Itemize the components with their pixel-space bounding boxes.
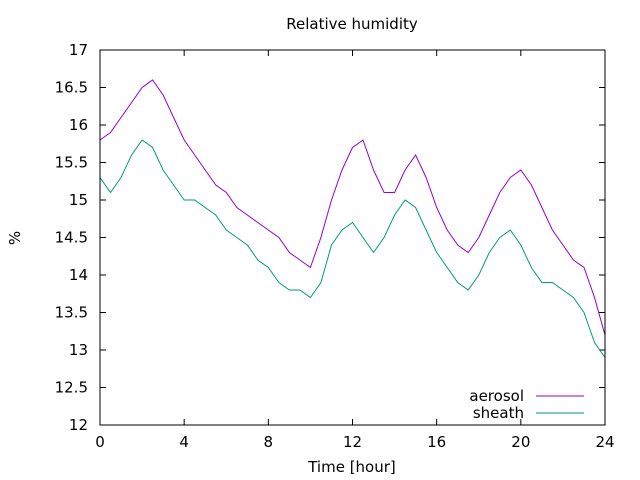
- x-tick-label: 12: [343, 433, 362, 451]
- x-tick-label: 8: [264, 433, 274, 451]
- y-tick-label: 16: [69, 116, 88, 134]
- chart-title: Relative humidity: [286, 15, 418, 33]
- plot-frame: [99, 49, 606, 426]
- y-tick-label: 16.5: [55, 79, 88, 97]
- y-tick-label: 13.5: [55, 304, 88, 322]
- x-tick-label: 20: [511, 433, 530, 451]
- y-tick-label: 12.5: [55, 379, 88, 397]
- y-tick-label: 17: [69, 41, 88, 59]
- y-tick-label: 15.5: [55, 154, 88, 172]
- series-line-sheath: [99, 139, 606, 358]
- y-tick-label: 13: [69, 341, 88, 359]
- x-tick-label: 0: [95, 433, 105, 451]
- data-series: [99, 79, 606, 358]
- x-tick-label: 16: [427, 433, 446, 451]
- legend-label-sheath: sheath: [473, 404, 524, 422]
- axis-ticks: 0 4 8 12 16 20 24 12 12.5 13 13.5 14 14.5 15 15.5 16 16.…: [55, 41, 615, 451]
- y-axis-label: %: [6, 231, 24, 245]
- x-tick-label: 4: [179, 433, 189, 451]
- y-tick-label: 12: [69, 416, 88, 434]
- series-line-aerosol: [99, 79, 606, 336]
- y-tick-label: 14: [69, 266, 88, 284]
- x-tick-label: 24: [595, 433, 614, 451]
- legend-label-aerosol: aerosol: [469, 387, 524, 405]
- y-tick-label: 15: [69, 191, 88, 209]
- y-tick-label: 14.5: [55, 229, 88, 247]
- x-axis-label: Time [hour]: [307, 458, 396, 476]
